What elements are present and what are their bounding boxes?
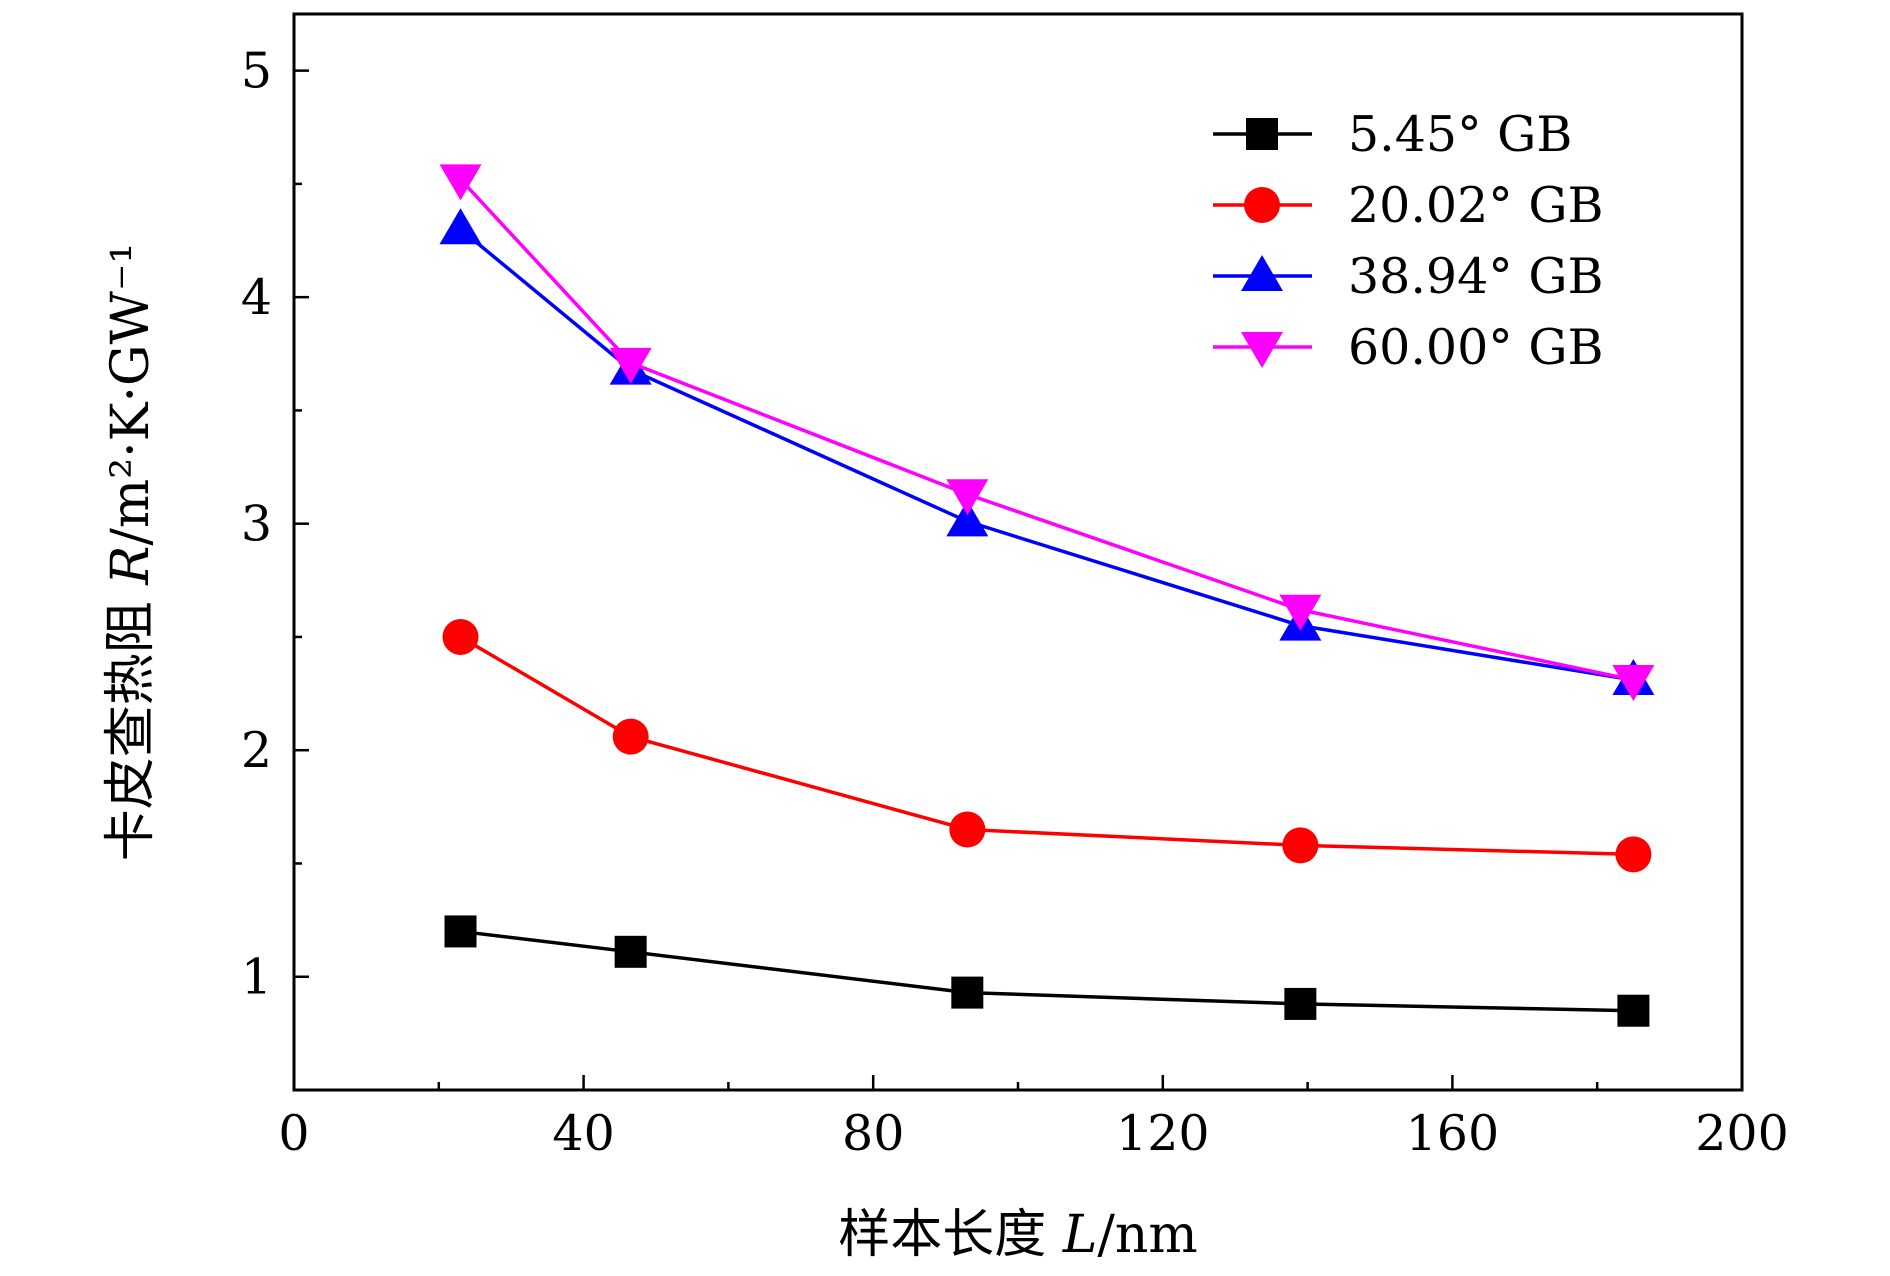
data-point [951, 976, 984, 1009]
legend-entry: 5.45° GB [1213, 106, 1572, 163]
data-point [444, 915, 477, 948]
legend-label: 5.45° GB [1348, 106, 1572, 163]
y-tick-label: 2 [241, 722, 272, 779]
x-axis-label-unit: /nm [1097, 1205, 1197, 1265]
data-point [439, 208, 482, 245]
y-axis-label-unit: /m²·K·GW⁻¹ [101, 243, 161, 546]
ticks-layer: 0 40 80 120 160 200 1 2 3 4 5 [241, 43, 1789, 1162]
data-point [1612, 664, 1655, 701]
x-tick-label: 0 [278, 1105, 309, 1162]
series-4 [439, 164, 1655, 701]
x-axis-label-variable: L [1062, 1205, 1098, 1265]
x-tick-label: 160 [1406, 1105, 1500, 1162]
legend-entry: 38.94° GB [1213, 248, 1604, 305]
data-point [1284, 987, 1317, 1020]
y-tick-label: 3 [241, 496, 272, 553]
y-axis-label: 卡皮查热阻 R/m²·K·GW⁻¹ [101, 243, 161, 862]
series-layer [439, 164, 1655, 1027]
data-point [439, 164, 482, 201]
legend-marker [1241, 255, 1283, 291]
legend-marker [1241, 332, 1283, 368]
data-point [1617, 994, 1650, 1027]
data-point [946, 500, 989, 537]
legend: 5.45° GB 20.02° GB 38.94° GB 60.00° GB [1213, 106, 1604, 376]
y-tick-label: 1 [241, 949, 272, 1006]
y-axis-label-variable: R [101, 546, 161, 586]
data-point [1279, 594, 1322, 631]
data-point [1615, 836, 1652, 873]
data-point [612, 718, 649, 755]
x-tick-label: 80 [842, 1105, 904, 1162]
y-axis-label-prefix: 卡皮查热阻 [101, 585, 161, 862]
legend-label: 60.00° GB [1348, 319, 1604, 376]
x-tick-label: 200 [1695, 1105, 1789, 1162]
series-1 [444, 915, 1650, 1027]
x-tick-label: 40 [552, 1105, 614, 1162]
x-axis-label: 样本长度 L/nm [838, 1205, 1197, 1265]
legend-entry: 20.02° GB [1213, 177, 1604, 234]
data-point [609, 347, 652, 384]
plot-frame [292, 12, 1744, 1092]
x-axis-label-prefix: 样本长度 [838, 1205, 1063, 1265]
legend-marker [1244, 187, 1280, 223]
x-tick-label: 120 [1116, 1105, 1210, 1162]
series-2 [442, 618, 1652, 873]
data-point [1282, 827, 1319, 864]
legend-marker [1246, 118, 1278, 150]
data-point [614, 935, 647, 968]
y-tick-label: 4 [241, 269, 272, 326]
data-point [946, 479, 989, 516]
legend-entry: 60.00° GB [1213, 319, 1604, 376]
legend-label: 38.94° GB [1348, 248, 1604, 305]
y-tick-label: 5 [241, 43, 272, 100]
legend-label: 20.02° GB [1348, 177, 1604, 234]
data-point [442, 618, 479, 655]
data-point [949, 811, 986, 848]
